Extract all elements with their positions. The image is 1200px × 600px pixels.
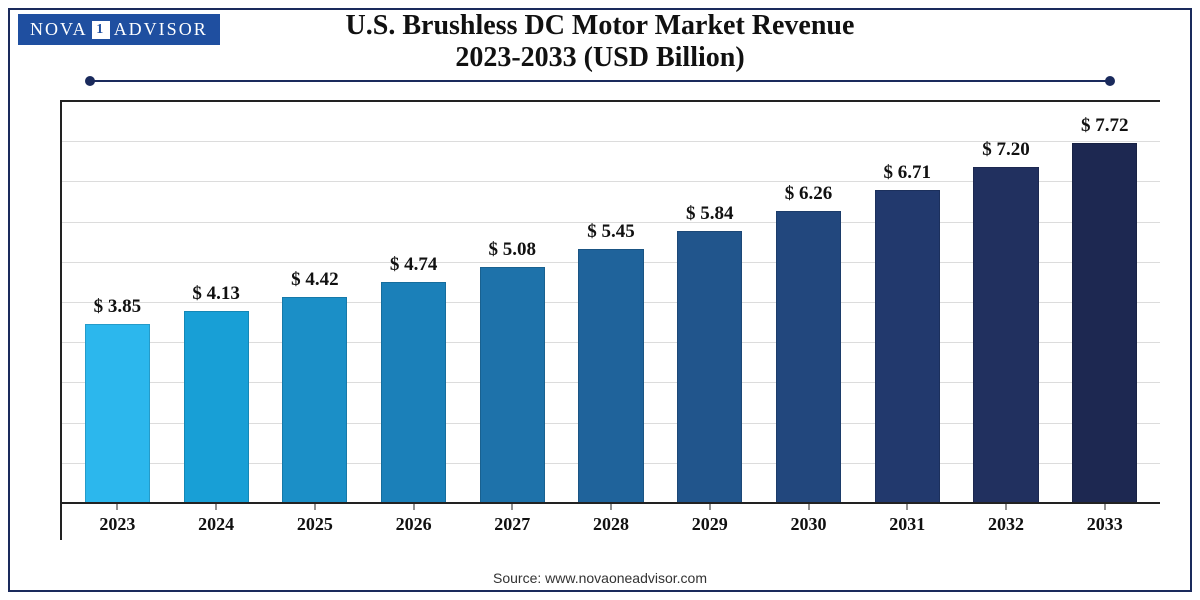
bar-value-label: $ 6.26 <box>785 183 833 205</box>
bar-rect <box>776 211 841 504</box>
bar-column: $ 5.08 <box>463 102 562 504</box>
bar-rect <box>480 267 545 504</box>
bar-column: $ 6.26 <box>759 102 858 504</box>
x-tick: 2024 <box>167 504 266 535</box>
x-tick: 2033 <box>1055 504 1154 535</box>
x-tick: 2031 <box>858 504 957 535</box>
bar-value-label: $ 7.72 <box>1081 115 1129 137</box>
title-underline-rule <box>90 80 1110 82</box>
x-tick-label: 2030 <box>791 514 827 535</box>
x-tick: 2026 <box>364 504 463 535</box>
x-tick-label: 2027 <box>494 514 530 535</box>
bar-value-label: $ 6.71 <box>883 162 931 184</box>
x-tick-label: 2024 <box>198 514 234 535</box>
bar-column: $ 4.74 <box>364 102 463 504</box>
bar-value-label: $ 7.20 <box>982 139 1030 161</box>
x-tick-label: 2023 <box>99 514 135 535</box>
bar-rect <box>973 167 1038 504</box>
bar-rect <box>381 282 446 504</box>
x-tick: 2029 <box>660 504 759 535</box>
bar-value-label: $ 5.45 <box>587 221 635 243</box>
bar-value-label: $ 3.85 <box>94 296 142 318</box>
bar-chart: $ 3.85 $ 4.13 $ 4.42 $ 4.74 $ 5.08 $ 5.45 $ 5.… <box>60 100 1160 540</box>
x-tick: 2032 <box>957 504 1056 535</box>
x-tick-label: 2031 <box>889 514 925 535</box>
bar-rect <box>875 190 940 504</box>
x-tick-label: 2032 <box>988 514 1024 535</box>
x-axis-labels: 2023 2024 2025 2026 2027 2028 2029 2030 2031 2032… <box>62 504 1160 540</box>
bar-value-label: $ 4.42 <box>291 269 339 291</box>
x-tick: 2025 <box>265 504 364 535</box>
chart-title: U.S. Brushless DC Motor Market Revenue 2… <box>0 10 1200 74</box>
bar-column: $ 5.45 <box>562 102 661 504</box>
bar-value-label: $ 5.08 <box>489 239 537 261</box>
bar-rect <box>282 297 347 504</box>
bar-column: $ 3.85 <box>68 102 167 504</box>
bar-rect <box>1072 143 1137 504</box>
x-tick: 2030 <box>759 504 858 535</box>
title-line-2: 2023-2033 (USD Billion) <box>455 42 744 73</box>
bar-value-label: $ 4.13 <box>192 283 240 305</box>
bar-value-label: $ 4.74 <box>390 254 438 276</box>
title-line-1: U.S. Brushless DC Motor Market Revenue <box>346 10 855 41</box>
plot-area: $ 3.85 $ 4.13 $ 4.42 $ 4.74 $ 5.08 $ 5.45 $ 5.… <box>62 102 1160 504</box>
bar-column: $ 6.71 <box>858 102 957 504</box>
x-tick-label: 2029 <box>692 514 728 535</box>
bar-column: $ 7.72 <box>1055 102 1154 504</box>
bar-value-label: $ 5.84 <box>686 203 734 225</box>
x-tick-label: 2028 <box>593 514 629 535</box>
x-tick: 2027 <box>463 504 562 535</box>
x-tick: 2028 <box>562 504 661 535</box>
bar-rect <box>85 324 150 504</box>
bar-rect <box>578 249 643 504</box>
bar-rect <box>184 311 249 504</box>
source-text: Source: www.novaoneadvisor.com <box>0 570 1200 586</box>
bar-column: $ 7.20 <box>957 102 1056 504</box>
bars-container: $ 3.85 $ 4.13 $ 4.42 $ 4.74 $ 5.08 $ 5.45 $ 5.… <box>62 102 1160 504</box>
x-tick: 2023 <box>68 504 167 535</box>
x-tick-label: 2026 <box>396 514 432 535</box>
bar-column: $ 4.13 <box>167 102 266 504</box>
x-tick-label: 2033 <box>1087 514 1123 535</box>
bar-column: $ 4.42 <box>265 102 364 504</box>
bar-rect <box>677 231 742 504</box>
bar-column: $ 5.84 <box>660 102 759 504</box>
x-tick-label: 2025 <box>297 514 333 535</box>
